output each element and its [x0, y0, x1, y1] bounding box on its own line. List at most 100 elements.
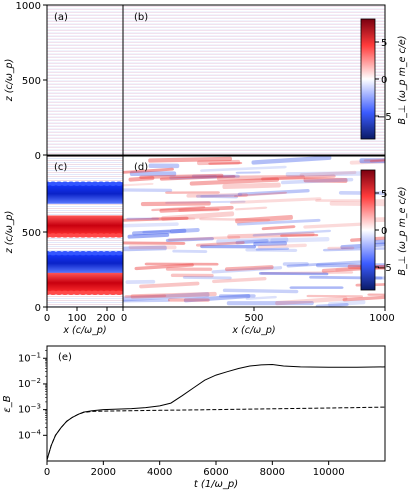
structure-fringe	[85, 233, 93, 238]
x-axis-label-right: x (c/ω_p)	[231, 325, 275, 336]
filament-streak	[222, 288, 299, 294]
structure-fringe	[73, 181, 81, 186]
filament-streak	[142, 230, 171, 234]
x-tick-label: 4000	[147, 467, 172, 478]
filament-streak	[260, 271, 354, 275]
filament-streak	[125, 279, 156, 284]
filament-streak	[169, 174, 218, 180]
y-tick-bottom-500: 500	[22, 228, 41, 239]
series-line-dashed	[46, 406, 386, 461]
filament-streak	[132, 228, 187, 236]
structure-fringe	[103, 290, 111, 296]
colorbar-top-tick-0: 0	[381, 75, 387, 86]
filament-streak	[165, 191, 220, 194]
filament-streak	[342, 295, 385, 302]
filament-streak	[139, 281, 200, 289]
structure-fringe	[55, 233, 63, 238]
filament-streak	[200, 244, 257, 249]
y-tick-label: 10−2	[18, 377, 41, 390]
filament-streak	[200, 193, 243, 198]
filament-streak	[170, 273, 214, 278]
colorbar-top-tick-5: 5	[381, 38, 387, 49]
structure-negative-0	[47, 183, 123, 204]
x-tick-right-500: 500	[244, 313, 263, 324]
x-axis-label-left: x (c/ω_p)	[62, 325, 106, 336]
structure-fringe	[97, 251, 105, 256]
filament-streak	[140, 201, 211, 207]
structure-fringe	[103, 251, 111, 256]
panel-label-e: (e)	[58, 352, 72, 363]
filament-streak	[369, 156, 385, 163]
filament-streak	[165, 200, 246, 204]
filament-streak	[235, 214, 293, 224]
filament-streak	[123, 167, 174, 175]
structure-fringe	[61, 233, 69, 238]
structure-fringe	[97, 290, 105, 296]
filament-streak	[270, 237, 330, 243]
filament-streak	[165, 267, 213, 271]
filament-streak	[159, 205, 234, 213]
structure-fringe	[49, 251, 57, 256]
structure-fringe	[91, 251, 99, 256]
filament-streak	[258, 271, 329, 276]
filament-streak	[151, 216, 196, 221]
plot-e-frame	[46, 345, 386, 462]
structure-fringe	[61, 290, 69, 296]
structure-fringe	[67, 290, 75, 296]
filament-streak	[161, 211, 235, 221]
filament-streak	[230, 197, 322, 205]
structure-fringe	[115, 290, 123, 296]
filament-streak	[208, 161, 243, 165]
filament-streak	[139, 173, 224, 180]
x-tick-label: 8000	[260, 467, 285, 478]
filament-streak	[285, 171, 363, 177]
structure-fringe	[73, 251, 81, 256]
filament-streak	[151, 206, 206, 212]
structure-fringe	[109, 290, 117, 296]
panel-label-a: (a)	[54, 12, 68, 23]
filament-streak	[245, 248, 298, 252]
filament-streak	[251, 156, 332, 165]
structure-fringe	[61, 251, 69, 256]
structure-fringe	[91, 233, 99, 238]
structure-fringe	[73, 290, 81, 296]
filament-streak	[328, 299, 366, 307]
filament-streak	[182, 275, 232, 280]
filament-streak	[255, 247, 290, 251]
y-tick-top-0: 0	[35, 151, 41, 162]
structure-positive-1	[47, 215, 123, 236]
filament-streak	[211, 266, 283, 274]
colorbar-top-tick-neg5: −5	[377, 112, 392, 123]
filament-streak	[123, 245, 167, 252]
filament-streak	[123, 182, 154, 188]
structure-fringe	[109, 233, 117, 238]
filament-streak	[327, 246, 355, 250]
filament-streak	[275, 296, 348, 306]
filament-streak	[159, 174, 236, 181]
filament-streak	[186, 193, 248, 198]
filament-streak	[363, 157, 385, 162]
structure-fringe	[73, 233, 81, 238]
structure-fringe	[115, 233, 123, 238]
x-tick-label: 10000	[313, 467, 345, 478]
filament-streak	[306, 294, 364, 298]
filament-streak	[123, 299, 170, 303]
structure-fringe	[91, 290, 99, 296]
colorbar-bottom-tick-neg5: −5	[377, 263, 392, 274]
filament-streak	[289, 286, 344, 289]
structure-negative-2	[47, 253, 123, 274]
filament-streak	[129, 171, 177, 177]
filament-streak	[235, 239, 269, 245]
colorbar-bottom: 5 0 −5 B_⊥ (ω_p m_e c/e)	[360, 169, 408, 291]
filament-streak	[365, 238, 385, 245]
filament-streak	[280, 177, 354, 185]
structure-fringe	[91, 181, 99, 186]
x-axis-heatmaps: 0 100 200 0 500 1000 x (c/ω_p) x (c/ω_p)	[44, 307, 395, 336]
structure-fringe	[103, 233, 111, 238]
structure-fringe	[67, 251, 75, 256]
structure-fringe	[55, 181, 63, 186]
filament-streak	[130, 291, 217, 299]
filament-streak	[216, 174, 305, 181]
structure-fringe	[103, 181, 111, 186]
